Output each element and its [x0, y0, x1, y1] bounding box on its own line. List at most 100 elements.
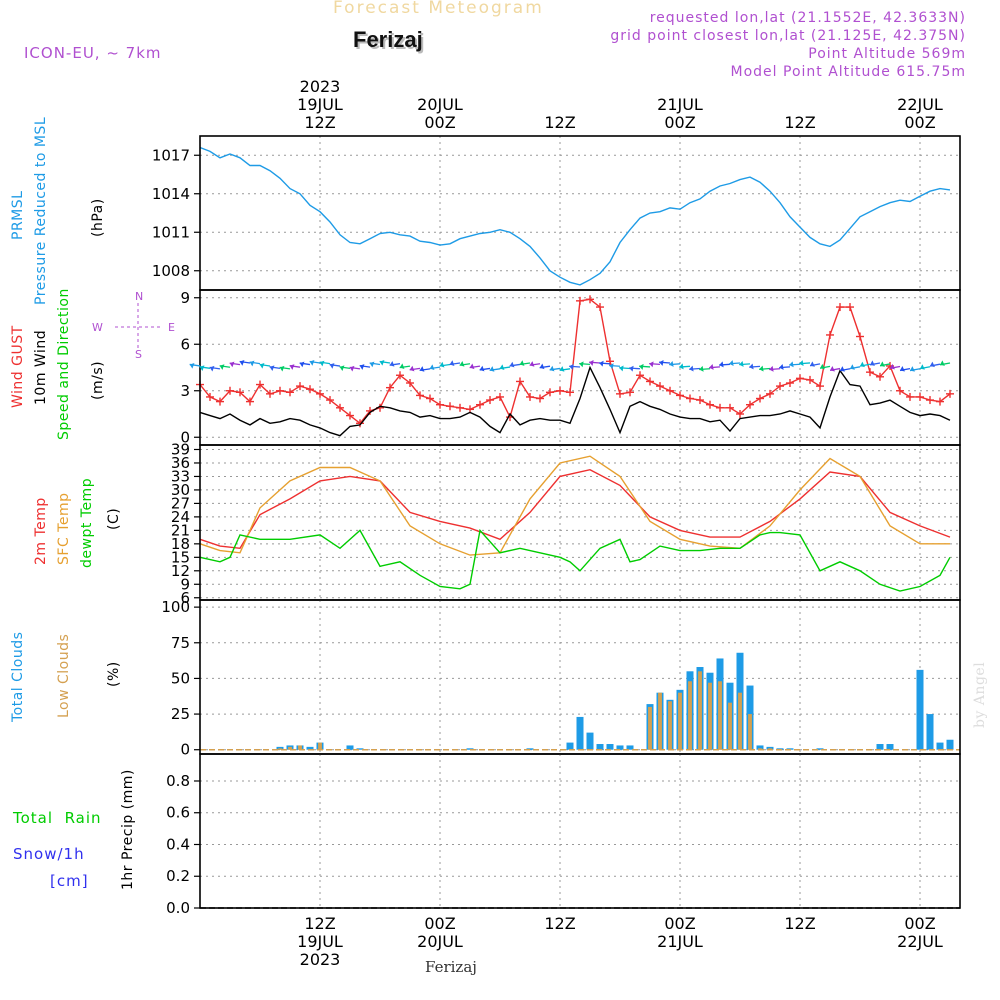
model-label: ICON-EU, ~ 7km [24, 44, 162, 62]
cloud-bar [946, 739, 954, 750]
y-tick-label: 36 [171, 454, 190, 472]
wind-arrow-head [289, 364, 295, 370]
wind-arrow [609, 363, 621, 370]
y-tick-label: 9 [180, 289, 190, 307]
top-time-label: 2023 [300, 77, 341, 96]
wind-arrow [599, 360, 611, 367]
bottom-time-label: 19JUL [297, 932, 343, 951]
wind-arrow [849, 364, 861, 370]
wind-arrow-head [599, 360, 604, 367]
gust-marker [766, 389, 774, 398]
y-tick-label: 6 [180, 589, 190, 607]
cloud-bar [738, 692, 742, 750]
wind-arrow-head [329, 363, 335, 369]
wind-arrow [899, 366, 911, 372]
gust-marker [866, 368, 874, 377]
gust-marker [816, 382, 824, 391]
gust-marker [336, 403, 344, 412]
wind-arrow [819, 363, 831, 370]
y-tick-label: 0 [180, 428, 190, 446]
wind-arrow [549, 365, 561, 372]
wind-arrow-head [910, 366, 915, 372]
wind-arrow-head [199, 365, 205, 371]
y-tick-label: 0 [180, 741, 190, 759]
wind-arrow [279, 365, 291, 372]
wind-arrow-head [399, 363, 405, 370]
cloud-bar [708, 682, 712, 750]
gust-marker [406, 379, 414, 387]
wind-arrow-head [269, 365, 275, 372]
wind-arrow-head [880, 361, 885, 367]
top-time-label: 19JUL [297, 95, 343, 114]
wind-arrow [519, 360, 531, 366]
wind-arrow [559, 366, 571, 372]
wind-arrow-head [519, 360, 525, 366]
cloud-bar [626, 745, 634, 750]
cloud-bar [288, 746, 292, 750]
y-tick-label: 24 [171, 508, 190, 526]
series-line [199, 455, 950, 556]
panel-frame-wind [199, 289, 961, 446]
wind-arrow-head [369, 361, 375, 368]
cloud-bar [748, 714, 752, 750]
gust-marker [656, 382, 664, 391]
compass-n: N [135, 290, 143, 303]
wind-arrow-head [810, 361, 815, 367]
y-tick-label: 12 [171, 562, 190, 580]
gust-marker [636, 371, 644, 380]
gust-marker [586, 295, 594, 304]
wind-arrow-head [920, 364, 925, 370]
wind-arrow-head [469, 363, 475, 370]
wind-arrow-head [259, 363, 265, 369]
wind-arrow [699, 365, 711, 372]
cloud-bar [616, 745, 624, 750]
wind-arrow-head [249, 360, 255, 367]
gust-marker [276, 386, 284, 395]
wind-arrow [779, 363, 791, 370]
gust-marker [426, 394, 434, 403]
wind-arrow-head [789, 361, 794, 368]
cloud-bar [756, 745, 764, 750]
cloud-bar [278, 748, 282, 750]
wind-arrow-head [669, 360, 674, 367]
gust-marker [806, 375, 814, 384]
wind-arrow [209, 365, 221, 372]
cloud-bar [648, 706, 652, 750]
cloud-bar [678, 692, 682, 750]
gust-marker [646, 377, 654, 386]
wind-arrow-head [609, 363, 614, 370]
wind-arrow [349, 365, 361, 372]
wind-arrow [419, 366, 431, 372]
gust-marker [536, 394, 544, 403]
wind-arrow-head [689, 365, 694, 372]
top-time-label: 00Z [424, 113, 455, 132]
gust-marker [286, 388, 294, 397]
gust-marker [846, 303, 854, 312]
wind-arrow-head [529, 361, 535, 367]
wind-arrow [689, 365, 701, 372]
wind-arrow [539, 363, 551, 370]
gust-marker [456, 403, 464, 412]
gust-marker [436, 400, 444, 409]
wind-arrow-head [679, 363, 684, 370]
gust-marker [206, 392, 214, 401]
wind-arrow [579, 361, 591, 368]
wind-arrow [379, 360, 391, 366]
cloud-bar [688, 681, 692, 750]
y-tick-label: 1011 [152, 223, 190, 241]
wind-arrow-head [649, 361, 654, 368]
wind-arrow [329, 363, 341, 369]
cloud-bar [718, 681, 722, 750]
snow-label: Snow/1h [13, 845, 85, 863]
cloud-bar [766, 746, 774, 750]
wind-arrow-head [219, 364, 225, 370]
gust-marker [606, 357, 614, 366]
top-time-label: 22JUL [897, 95, 943, 114]
gust-marker [256, 380, 264, 389]
gust-marker [236, 388, 244, 397]
bottom-time-label: 12Z [304, 914, 335, 933]
wind-arrow [919, 364, 931, 370]
wind-arrow [389, 361, 401, 367]
wind-arrow [879, 361, 891, 367]
wind-arrow-head [860, 361, 865, 368]
